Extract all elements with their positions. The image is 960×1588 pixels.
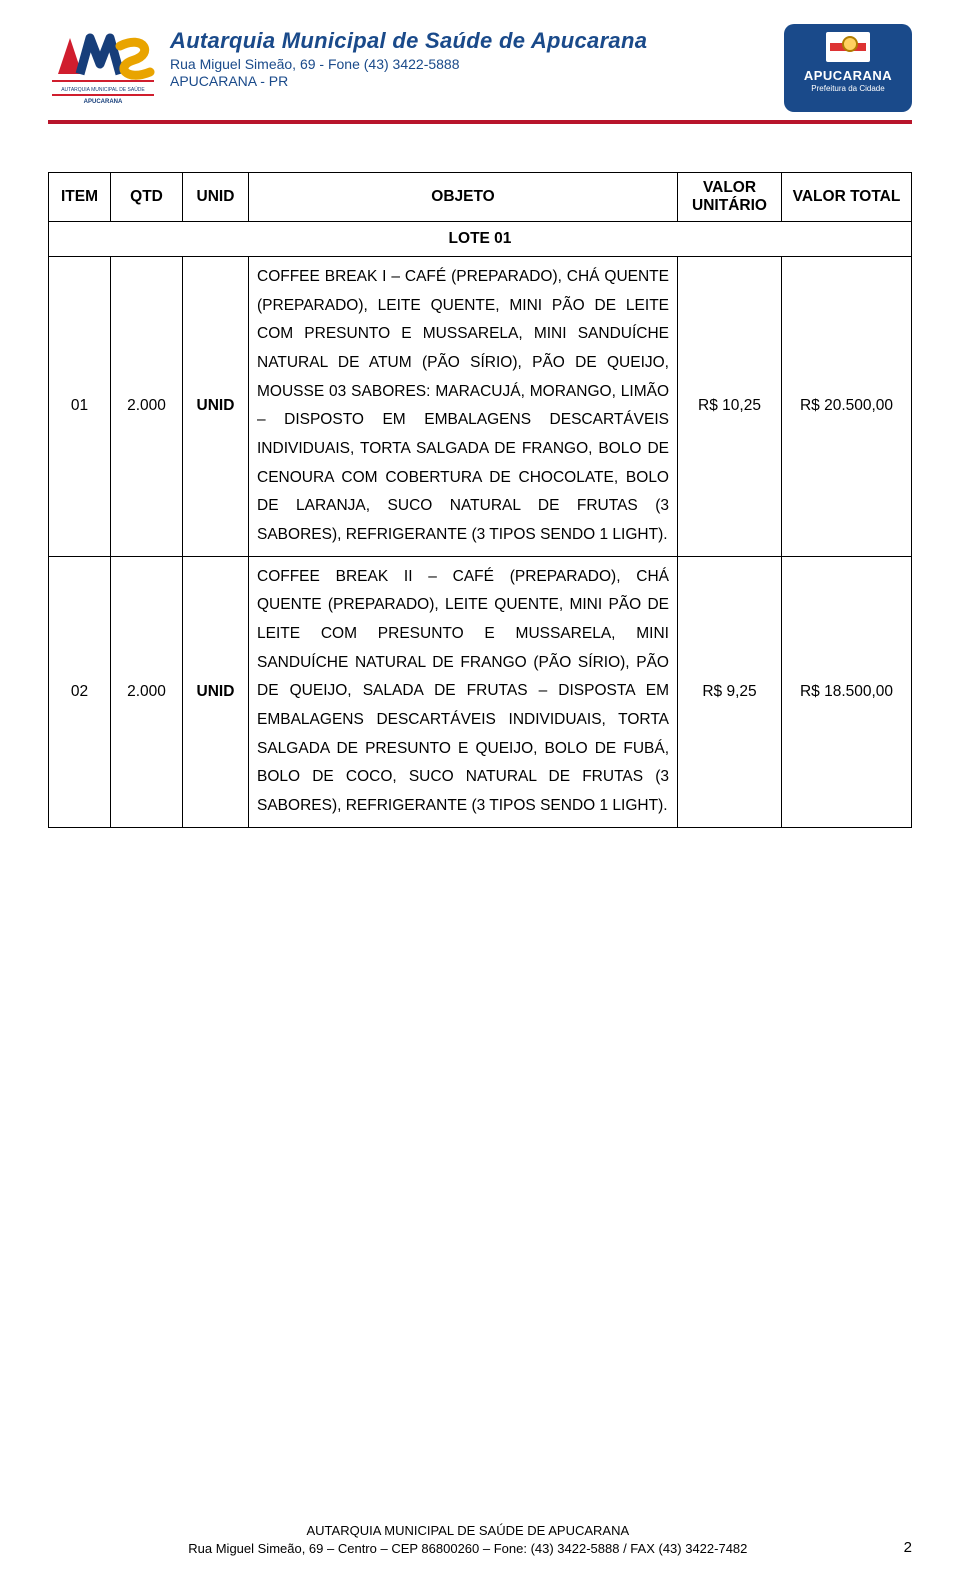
page-header: AUTARQUIA MUNICIPAL DE SAÚDE APUCARANA A… [48,24,912,112]
items-table: ITEM QTD UNID OBJETO VALOR UNITÁRIO VALO… [48,172,912,828]
header-title: Autarquia Municipal de Saúde de Apucaran… [170,28,772,54]
footer-line2: Rua Miguel Simeão, 69 – Centro – CEP 868… [48,1540,888,1558]
cell-item: 01 [49,257,111,557]
cell-valor-unitario: R$ 9,25 [678,556,782,827]
logo-right: APUCARANA Prefeitura da Cidade [784,24,912,112]
th-valor-unitario: VALOR UNITÁRIO [678,173,782,222]
table-row: 02 2.000 UNID COFFEE BREAK II – CAFÉ (PR… [49,556,912,827]
table-header: ITEM QTD UNID OBJETO VALOR UNITÁRIO VALO… [49,173,912,222]
cell-objeto: COFFEE BREAK II – CAFÉ (PREPARADO), CHÁ … [249,556,678,827]
th-qtd: QTD [111,173,183,222]
page-footer: AUTARQUIA MUNICIPAL DE SAÚDE DE APUCARAN… [48,1522,912,1558]
footer-line1: AUTARQUIA MUNICIPAL DE SAÚDE DE APUCARAN… [48,1522,888,1540]
logo-caption-top: AUTARQUIA MUNICIPAL DE SAÚDE [61,86,145,93]
cell-valor-total: R$ 20.500,00 [782,257,912,557]
city-name: APUCARANA [804,68,892,83]
cell-objeto: COFFEE BREAK I – CAFÉ (PREPARADO), CHÁ Q… [249,257,678,557]
th-valor-total: VALOR TOTAL [782,173,912,222]
logo-caption-bottom: APUCARANA [84,99,123,104]
th-item: ITEM [49,173,111,222]
th-objeto: OBJETO [249,173,678,222]
footer-text: AUTARQUIA MUNICIPAL DE SAÚDE DE APUCARAN… [48,1522,888,1558]
city-flag-icon [826,32,870,62]
cell-unid: UNID [183,257,249,557]
header-address: Rua Miguel Simeão, 69 - Fone (43) 3422-5… [170,56,772,72]
cell-unid: UNID [183,556,249,827]
page-number: 2 [888,1539,912,1558]
ams-logo-icon: AUTARQUIA MUNICIPAL DE SAÚDE APUCARANA [48,24,158,104]
header-text-block: Autarquia Municipal de Saúde de Apucaran… [170,24,772,89]
cell-item: 02 [49,556,111,827]
header-divider [48,120,912,124]
city-tagline: Prefeitura da Cidade [811,84,884,93]
logo-left: AUTARQUIA MUNICIPAL DE SAÚDE APUCARANA [48,24,158,104]
table-row: 01 2.000 UNID COFFEE BREAK I – CAFÉ (PRE… [49,257,912,557]
th-unid: UNID [183,173,249,222]
cell-valor-total: R$ 18.500,00 [782,556,912,827]
cell-qtd: 2.000 [111,556,183,827]
lote-row: LOTE 01 [49,222,912,257]
page: AUTARQUIA MUNICIPAL DE SAÚDE APUCARANA A… [0,0,960,1588]
cell-qtd: 2.000 [111,257,183,557]
lote-label: LOTE 01 [49,222,912,257]
header-city: APUCARANA - PR [170,73,772,89]
cell-valor-unitario: R$ 10,25 [678,257,782,557]
